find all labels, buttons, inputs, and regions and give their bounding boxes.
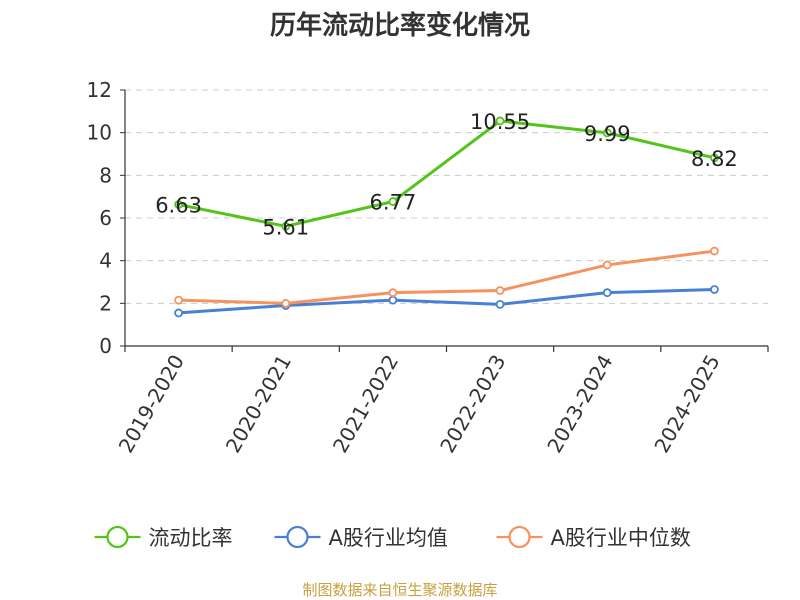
y-tick-label: 12 (87, 78, 112, 102)
data-point (495, 286, 505, 295)
source-note: 制图数据来自恒生聚源数据库 (302, 581, 497, 599)
series-line (177, 119, 716, 228)
data-label: 10.55 (470, 110, 530, 134)
axes (120, 89, 769, 352)
legend-item[interactable]: 流动比率 (94, 525, 233, 550)
series-line (177, 249, 716, 305)
legend-item[interactable]: A股行业中位数 (496, 525, 691, 550)
legend-label: A股行业均值 (329, 526, 448, 550)
data-label: 9.99 (584, 122, 631, 146)
series-line (177, 287, 716, 315)
legend-label: 流动比率 (149, 526, 233, 550)
legend-item[interactable]: A股行业均值 (274, 525, 448, 550)
data-point (495, 116, 505, 126)
legend-label: A股行业中位数 (551, 526, 691, 550)
legend-circle-icon (106, 525, 129, 549)
data-labels: 6.63 5.61 6.77 10.55 9.99 8.82 (155, 110, 738, 239)
x-tick-labels: 2019-2020 2020-2021 2021-2022 2022-2023 2023… (114, 351, 725, 457)
legend-circle-icon (508, 525, 531, 549)
x-tick-label: 2022-2023 (435, 351, 510, 457)
data-label: 8.82 (691, 147, 738, 171)
data-point (174, 200, 183, 209)
y-tick-label: 0 (99, 334, 112, 358)
y-tick-label: 2 (99, 291, 112, 315)
data-point (388, 288, 398, 298)
data-point (710, 285, 719, 294)
legend[interactable]: 流动比率 A股行业均值 A股行业中位数 (94, 525, 691, 550)
data-point (602, 288, 612, 298)
x-tick-label: 2021-2022 (328, 351, 403, 457)
data-point (602, 260, 612, 270)
data-point (495, 299, 505, 309)
data-point (710, 153, 719, 163)
data-point (281, 298, 291, 308)
y-tick-label: 4 (99, 249, 112, 273)
data-point (174, 295, 183, 305)
data-point (388, 197, 398, 206)
data-label: 5.61 (262, 215, 309, 239)
data-point (174, 308, 183, 318)
grid-lines (125, 89, 768, 304)
legend-circle-icon (286, 525, 309, 549)
data-label: 6.63 (155, 194, 202, 218)
y-tick-label: 10 (87, 121, 112, 145)
x-tick-label: 2023-2024 (542, 351, 617, 457)
x-tick-label: 2024-2025 (649, 351, 724, 457)
data-point (281, 221, 291, 231)
data-point (710, 246, 719, 256)
series-lines (174, 116, 719, 318)
x-tick-label: 2019-2020 (114, 351, 189, 457)
data-point (388, 295, 398, 305)
data-point (602, 128, 612, 138)
x-tick-label: 2020-2021 (221, 351, 296, 457)
y-tick-labels: 0 2 4 6 8 10 12 (87, 78, 112, 358)
chart-title: 历年流动比率变化情况 (270, 10, 530, 41)
data-label: 6.77 (370, 191, 417, 215)
y-tick-label: 6 (99, 206, 112, 230)
y-tick-label: 8 (99, 163, 112, 187)
